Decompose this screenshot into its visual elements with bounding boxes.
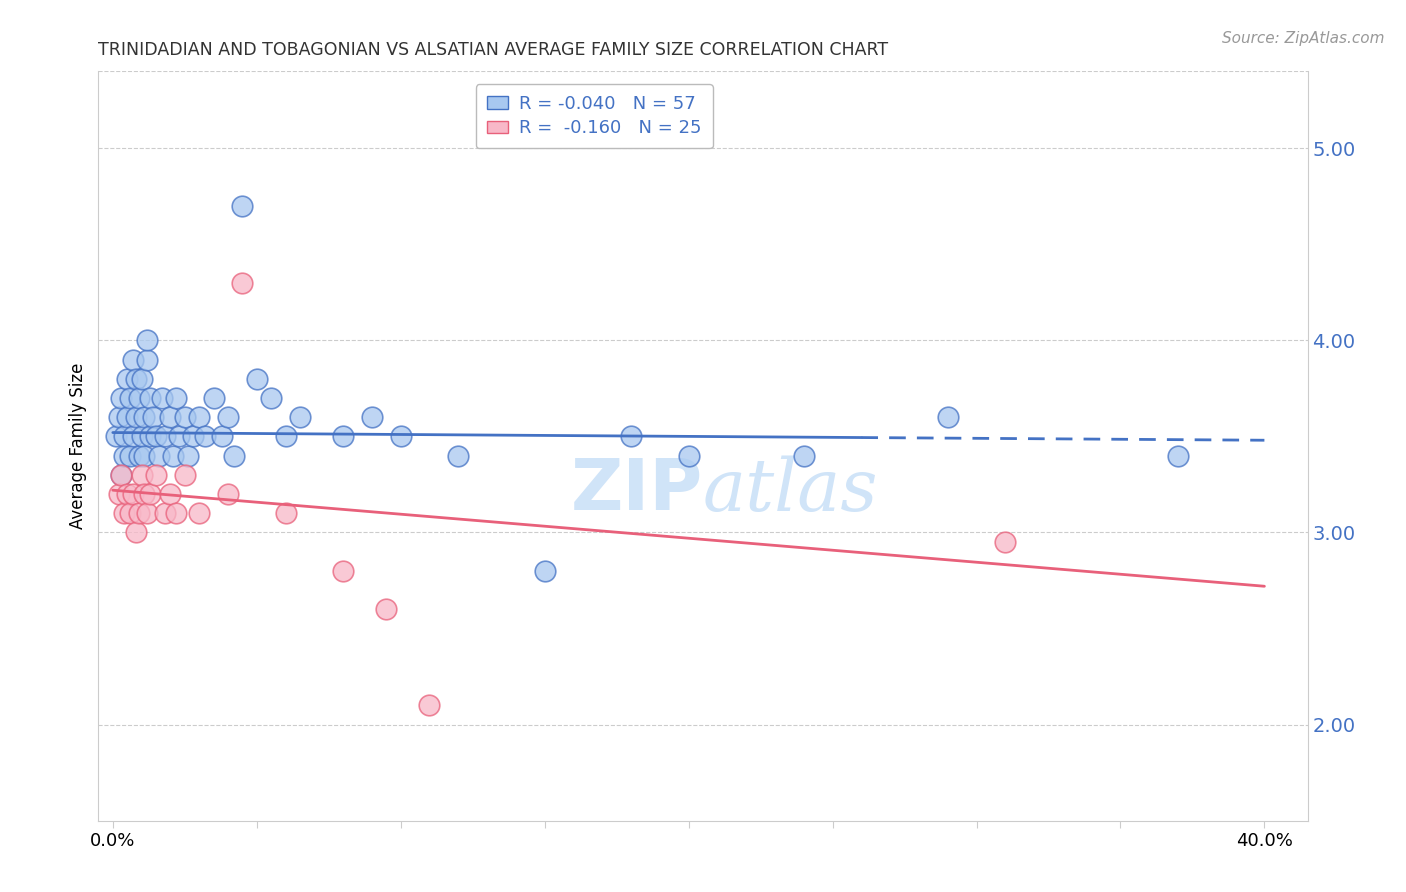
Point (418, 698, 440, 713)
Point (110, 467, 132, 482)
Point (150, 391, 173, 405)
Point (246, 372, 269, 386)
Point (131, 372, 153, 386)
Point (793, 449, 815, 463)
Point (122, 352, 145, 367)
Point (231, 276, 253, 290)
Point (110, 467, 132, 482)
Point (447, 449, 470, 463)
Point (260, 391, 283, 405)
Point (107, 487, 129, 501)
Legend: R = -0.040   N = 57, R =  -0.160   N = 25: R = -0.040 N = 57, R = -0.160 N = 25 (475, 84, 713, 148)
Point (211, 429, 233, 443)
Point (332, 564, 354, 578)
Point (131, 467, 153, 482)
Point (115, 372, 138, 386)
Point (231, 199, 253, 213)
Point (202, 391, 225, 405)
Point (136, 334, 159, 348)
Point (120, 449, 142, 463)
Point (165, 391, 187, 405)
Point (134, 449, 156, 463)
Point (104, 429, 127, 443)
Point (165, 506, 187, 520)
Point (375, 602, 398, 616)
Point (274, 506, 297, 520)
Point (176, 449, 198, 463)
Point (194, 429, 217, 443)
Point (274, 429, 297, 443)
Point (188, 410, 211, 425)
Point (533, 564, 555, 578)
Point (153, 506, 176, 520)
Text: Source: ZipAtlas.com: Source: ZipAtlas.com (1222, 31, 1385, 46)
Text: TRINIDADIAN AND TOBAGONIAN VS ALSATIAN AVERAGE FAMILY SIZE CORRELATION CHART: TRINIDADIAN AND TOBAGONIAN VS ALSATIAN A… (98, 41, 889, 59)
Point (173, 410, 195, 425)
Point (128, 506, 150, 520)
Point (125, 410, 148, 425)
Point (128, 391, 150, 405)
Point (134, 410, 156, 425)
Point (115, 487, 138, 501)
Point (188, 506, 211, 520)
Text: ZIP: ZIP (571, 457, 703, 525)
Point (288, 410, 311, 425)
Point (678, 449, 700, 463)
Point (131, 429, 153, 443)
Point (1167, 449, 1189, 463)
Point (139, 487, 162, 501)
Point (222, 449, 245, 463)
Point (107, 410, 129, 425)
Point (134, 487, 156, 501)
Point (112, 429, 135, 443)
Point (112, 449, 135, 463)
Point (122, 487, 145, 501)
Point (125, 372, 148, 386)
Point (122, 429, 145, 443)
Point (217, 410, 239, 425)
Point (159, 487, 181, 501)
Point (145, 467, 167, 482)
Point (128, 449, 150, 463)
Point (148, 449, 170, 463)
Point (139, 391, 162, 405)
Point (389, 429, 412, 443)
Point (217, 487, 239, 501)
Point (167, 429, 190, 443)
Point (142, 410, 165, 425)
Point (120, 506, 142, 520)
Point (162, 449, 184, 463)
Point (153, 429, 176, 443)
Point (159, 410, 181, 425)
Point (936, 410, 959, 425)
Point (332, 429, 354, 443)
Point (136, 352, 159, 367)
Point (145, 429, 167, 443)
Point (125, 525, 148, 540)
Text: atlas: atlas (703, 456, 879, 526)
Point (110, 391, 132, 405)
Point (361, 410, 384, 425)
Point (620, 429, 643, 443)
Y-axis label: Average Family Size: Average Family Size (69, 363, 87, 529)
Point (173, 467, 195, 482)
Point (994, 535, 1017, 549)
Point (120, 391, 142, 405)
Point (112, 506, 135, 520)
Point (136, 506, 159, 520)
Point (115, 410, 138, 425)
Point (183, 429, 205, 443)
Point (139, 429, 162, 443)
